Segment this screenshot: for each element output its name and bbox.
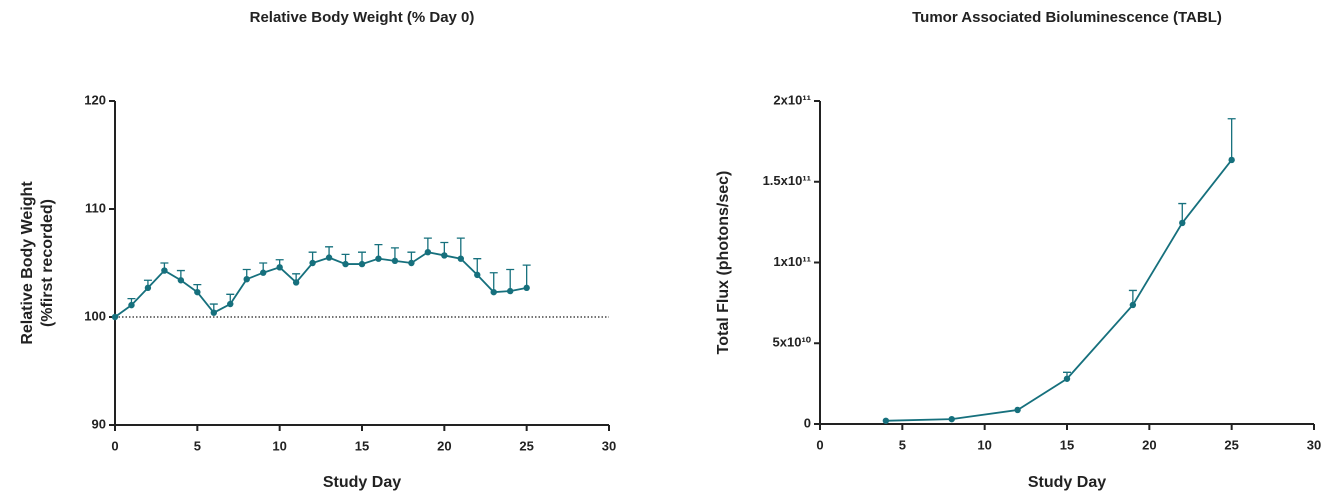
error-bar: [456, 237, 465, 259]
data-point: [408, 259, 415, 267]
data-point: [128, 301, 135, 309]
data-point: [260, 269, 267, 276]
x-axis-title: Study Day: [323, 474, 401, 491]
x-tick-label: 0: [111, 438, 118, 453]
error-bar: [489, 272, 498, 293]
x-tick-label: 10: [977, 437, 991, 452]
data-point: [227, 300, 234, 308]
data-point: [342, 260, 349, 268]
chart-title: Relative Body Weight (% Day 0): [250, 9, 475, 26]
data-point: [210, 309, 217, 316]
error-bar: [522, 264, 531, 288]
data-point: [457, 255, 464, 262]
data-point: [391, 257, 399, 265]
y-tick-label: 1.5x10¹¹: [763, 173, 811, 188]
data-point: [882, 417, 890, 424]
error-bar: [506, 268, 515, 292]
data-point: [194, 288, 201, 296]
data-point: [1063, 375, 1071, 382]
y-tick-label: 2x10¹¹: [773, 92, 811, 107]
data-point: [358, 260, 366, 268]
y-tick-label: 90: [92, 416, 106, 431]
data-point: [507, 287, 514, 295]
y-axis-title: Total Flux (photons/sec): [715, 171, 732, 355]
y-tick-label: 0: [804, 415, 811, 430]
data-point: [474, 271, 481, 279]
data-point: [243, 276, 250, 283]
x-tick-label: 25: [1224, 437, 1238, 452]
x-tick-label: 20: [1142, 437, 1156, 452]
x-tick-label: 30: [602, 438, 616, 453]
data-point: [523, 284, 530, 292]
x-tick-label: 15: [355, 438, 369, 453]
data-point: [1228, 156, 1235, 164]
data-point: [441, 252, 448, 259]
data-point: [1179, 219, 1186, 227]
data-point: [490, 288, 497, 296]
data-point: [292, 279, 300, 286]
y-tick-label: 5x10¹⁰: [773, 335, 812, 350]
y-tick-label: 120: [84, 92, 106, 107]
data-point: [1129, 301, 1137, 309]
series-line: [885, 159, 1233, 422]
x-tick-label: 15: [1060, 437, 1074, 452]
y-tick-label: 110: [85, 200, 106, 215]
x-tick-label: 20: [437, 438, 451, 453]
x-tick-label: 5: [899, 437, 906, 452]
data-point: [144, 284, 152, 292]
y-axis-title: (%first recorded): [39, 199, 56, 327]
x-tick-label: 25: [519, 438, 533, 453]
x-tick-label: 10: [272, 438, 286, 453]
data-point: [309, 259, 316, 267]
y-axis-title: Relative Body Weight: [19, 181, 36, 345]
x-axis-title: Study Day: [1028, 474, 1106, 491]
series-line: [114, 251, 527, 318]
error-bar: [1178, 202, 1187, 223]
y-tick-label: 100: [84, 308, 106, 323]
x-tick-label: 30: [1307, 437, 1321, 452]
data-point: [948, 415, 955, 423]
data-point: [276, 264, 283, 271]
x-tick-label: 5: [194, 438, 201, 453]
x-tick-label: 0: [816, 437, 823, 452]
data-point: [325, 254, 333, 261]
data-point: [161, 267, 168, 274]
chart-title: Tumor Associated Bioluminescence (TABL): [912, 9, 1222, 26]
error-bar: [1227, 118, 1236, 160]
y-tick-label: 1x10¹¹: [773, 254, 811, 269]
data-point: [424, 249, 432, 256]
data-point: [177, 277, 185, 284]
data-point: [111, 313, 119, 321]
data-point: [375, 255, 382, 262]
data-point: [1014, 406, 1021, 414]
